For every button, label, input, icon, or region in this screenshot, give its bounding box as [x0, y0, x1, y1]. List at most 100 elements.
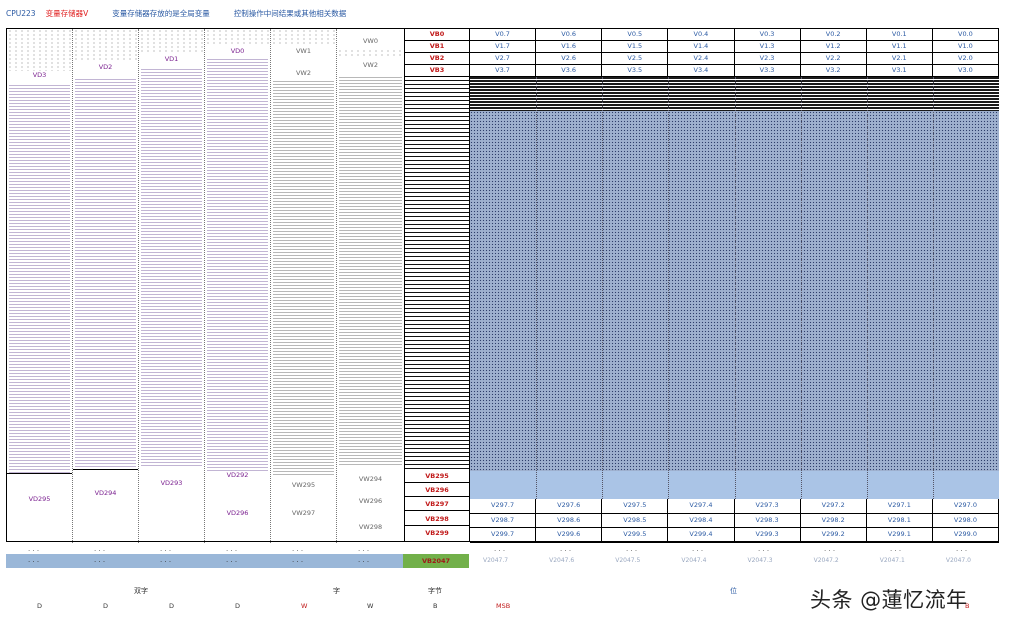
bit-cell-faint: V2047.5 — [615, 557, 641, 564]
byte-vb1: VB1 — [405, 41, 469, 53]
bit-cell: V3.3 — [734, 65, 801, 77]
bit-cell: V1.0 — [932, 41, 999, 53]
ellipsis: . . . — [358, 556, 370, 564]
bit-cell: V298.1 — [866, 513, 933, 528]
column-separator — [668, 77, 670, 499]
bit-cell: V0.4 — [668, 29, 735, 41]
bit-cell-faint: V2047.6 — [549, 557, 575, 564]
bit-grid-separators — [470, 77, 999, 499]
label-vw298: VW298 — [358, 523, 383, 531]
letter-b: B — [433, 602, 438, 610]
label-vd292: VD292 — [226, 471, 249, 479]
bit-cell: V2.1 — [866, 53, 933, 65]
label-vw296: VW296 — [358, 497, 383, 505]
letter-w: W — [367, 602, 374, 610]
bit-cell: V2.3 — [734, 53, 801, 65]
bit-cell: V298.7 — [470, 513, 537, 528]
label-vd293: VD293 — [160, 479, 183, 487]
desc-global-var: 变量存储器存放的是全局变量 — [112, 8, 210, 18]
ellipsis: . . . — [94, 556, 106, 564]
bit-cell: V2.5 — [602, 53, 669, 65]
bit-cell: V297.4 — [668, 499, 735, 514]
bit-cell: V0.7 — [470, 29, 537, 41]
msb-label: MSB — [496, 602, 511, 610]
row-stripes — [141, 67, 202, 467]
label-vd296: VD296 — [226, 509, 249, 517]
bit-cell: V1.4 — [668, 41, 735, 53]
label-vd3: VD3 — [32, 71, 47, 79]
ellipsis: . . . — [292, 556, 304, 564]
byte-vb295: VB295 — [405, 471, 469, 483]
ellipsis: . . . — [956, 545, 968, 553]
ellipsis: . . . — [560, 545, 572, 553]
column-separator — [734, 77, 736, 499]
bit-cell: V297.6 — [536, 499, 603, 514]
bit-cell: V298.4 — [668, 513, 735, 528]
cpu-model: CPU223 — [6, 8, 36, 18]
label-vw297: VW297 — [291, 509, 316, 517]
desc-intermediate: 控制操作中间结果或其他相关数据 — [233, 8, 347, 18]
label-vd0: VD0 — [230, 47, 245, 55]
letter-d: D — [103, 602, 109, 610]
header: CPU223 变量存储器V 变量存储器存放的是全局变量 控制操作中间结果或其他相… — [6, 6, 346, 20]
ellipsis: . . . — [226, 545, 238, 553]
label-vw2: VW2 — [295, 69, 311, 77]
bit-cell: V299.4 — [668, 528, 735, 543]
label-vw-top: VW2 — [362, 61, 378, 69]
column-separator — [602, 77, 604, 499]
bit-cell-faint: V2047.7 — [483, 557, 509, 564]
bit-cell: V2.2 — [800, 53, 867, 65]
ellipsis-bar: . . . . . . . . . . . . . . . . . . — [6, 554, 403, 568]
bit-cell: V1.7 — [470, 41, 537, 53]
bit-cell: V298.3 — [734, 513, 801, 528]
bit-cell: V299.3 — [734, 528, 801, 543]
bit-cell: V3.5 — [602, 65, 669, 77]
label-vd295: VD295 — [28, 495, 51, 503]
column-separator — [800, 77, 802, 499]
letter-d: D — [37, 602, 43, 610]
bit-cell: V298.0 — [932, 513, 999, 528]
bit-cell: V299.2 — [800, 528, 867, 543]
bit-cell: V0.3 — [734, 29, 801, 41]
byte-column: VB0 VB1 VB2 VB3 VB295 VB296 VB297 VB298 … — [404, 29, 470, 541]
byte-row-stripes — [405, 77, 469, 469]
label-vd2: VD2 — [98, 63, 113, 71]
ellipsis: . . . — [226, 556, 238, 564]
dword-column-vd0: VD0 VD292 VD296 — [205, 29, 271, 543]
bit-cell: V298.5 — [602, 513, 669, 528]
dot-fill — [271, 29, 336, 45]
byte-vb297: VB297 — [405, 499, 469, 511]
label-vd294: VD294 — [94, 489, 117, 497]
bit-cell: V299.7 — [470, 528, 537, 543]
byte-vb0: VB0 — [405, 29, 469, 41]
bit-cell: V299.0 — [932, 528, 999, 543]
ellipsis: . . . — [626, 545, 638, 553]
bit-cell: V297.3 — [734, 499, 801, 514]
ellipsis: . . . — [28, 556, 40, 564]
byte-vb296: VB296 — [405, 485, 469, 497]
bit-cell: V0.5 — [602, 29, 669, 41]
bit-cell-faint: V2047.2 — [813, 557, 839, 564]
label-vd1: VD1 — [164, 55, 179, 63]
column-separator — [932, 77, 934, 499]
bit-cell-faint: V2047.4 — [681, 557, 707, 564]
dot-fill — [73, 29, 138, 61]
ellipsis: . . . — [494, 545, 506, 553]
letter-d: D — [169, 602, 175, 610]
ellipsis: . . . — [890, 545, 902, 553]
byte-vb299: VB299 — [425, 529, 449, 537]
word-column-vw1: VW1 VW2 VW295 VW297 — [271, 29, 337, 543]
bit-cell: V297.2 — [800, 499, 867, 514]
ellipsis: . . . — [358, 545, 370, 553]
bit-cell: V1.6 — [536, 41, 603, 53]
byte-vb2: VB2 — [405, 53, 469, 65]
ellipsis: . . . — [160, 556, 172, 564]
dword-column-vd3: VD3 VD295 — [7, 29, 73, 543]
bit-cell-faint: V2047.3 — [747, 557, 773, 564]
bit-cell: V0.0 — [932, 29, 999, 41]
dot-fill — [139, 29, 204, 53]
bit-cell: V297.5 — [602, 499, 669, 514]
bit-cell: V2.7 — [470, 53, 537, 65]
column-separator — [866, 77, 868, 499]
bit-cell-faint: V2047.1 — [879, 557, 905, 564]
